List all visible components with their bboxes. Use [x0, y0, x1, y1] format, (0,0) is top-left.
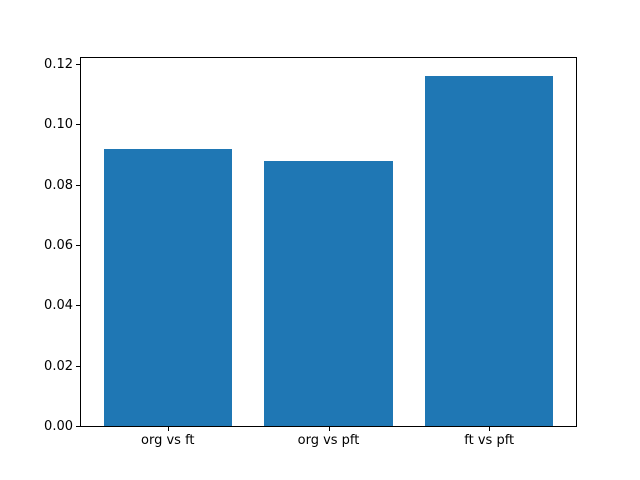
y-tick-mark [76, 305, 80, 307]
y-tick-mark [76, 245, 80, 247]
y-tick-label: 0.02 [44, 358, 73, 374]
bar-ft-vs-pft [424, 75, 554, 426]
x-tick-label-ft-vs-pft: ft vs pft [464, 433, 515, 448]
y-tick-mark [76, 64, 80, 66]
y-tick-label: 0.10 [44, 117, 73, 133]
y-tick-mark [76, 365, 80, 367]
bar-org-vs-ft [103, 148, 233, 426]
y-tick-label: 0.00 [44, 419, 73, 434]
x-tick-mark [489, 427, 491, 431]
y-tick-mark [76, 184, 80, 186]
y-tick-mark [76, 426, 80, 427]
x-tick-label-org-vs-ft: org vs ft [141, 433, 195, 448]
y-tick-label: 0.06 [44, 238, 73, 254]
y-tick-label: 0.08 [44, 177, 73, 193]
x-tick-mark [167, 427, 169, 431]
bar-org-vs-pft [264, 161, 393, 426]
x-tick-label-org-vs-pft: org vs pft [297, 433, 360, 448]
y-tick-label: 0.12 [44, 57, 73, 73]
plot-area [80, 57, 577, 427]
x-tick-mark [328, 427, 330, 431]
y-tick-label: 0.04 [44, 298, 73, 314]
y-tick-mark [76, 124, 80, 126]
